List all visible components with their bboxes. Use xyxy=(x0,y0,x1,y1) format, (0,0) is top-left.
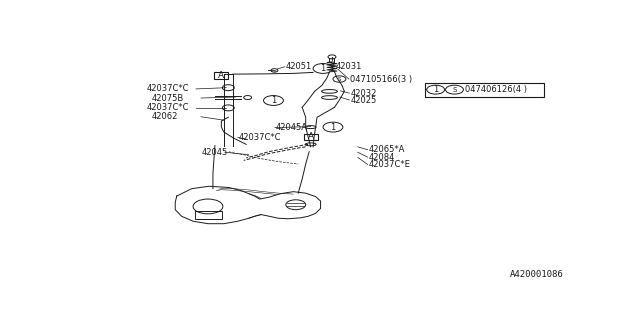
Text: A: A xyxy=(218,71,225,80)
Text: 42037C*C: 42037C*C xyxy=(147,103,189,112)
Text: 42025: 42025 xyxy=(350,96,376,105)
Text: 42031: 42031 xyxy=(335,62,362,71)
Text: 1: 1 xyxy=(433,85,438,94)
Text: 42037C*C: 42037C*C xyxy=(147,84,189,93)
Text: 1: 1 xyxy=(321,64,326,73)
Text: 42037C*E: 42037C*E xyxy=(369,160,410,169)
Text: S: S xyxy=(338,76,341,82)
Text: 42032: 42032 xyxy=(350,89,377,98)
Text: 047105166(3 ): 047105166(3 ) xyxy=(350,75,412,84)
Text: 047406126(4 ): 047406126(4 ) xyxy=(465,85,527,94)
Text: A420001086: A420001086 xyxy=(510,270,564,279)
Text: S: S xyxy=(452,87,457,93)
Text: 1: 1 xyxy=(330,123,335,132)
Text: 42045: 42045 xyxy=(202,148,228,157)
Text: 42065*A: 42065*A xyxy=(369,145,405,154)
Text: 42062: 42062 xyxy=(152,112,179,121)
Text: 1: 1 xyxy=(271,96,276,105)
Text: 42051: 42051 xyxy=(286,62,312,71)
Text: A: A xyxy=(308,132,314,141)
Text: 42045A: 42045A xyxy=(276,123,308,132)
Text: 42075B: 42075B xyxy=(152,93,184,102)
Text: 42084: 42084 xyxy=(369,153,395,162)
Text: 42037C*C: 42037C*C xyxy=(239,133,281,142)
